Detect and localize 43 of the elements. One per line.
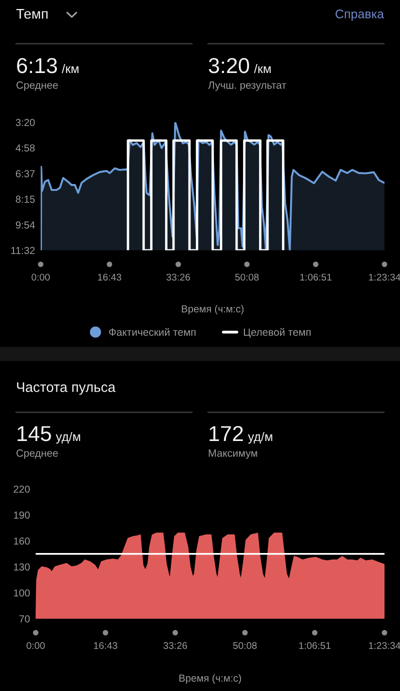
- text: Максимум: [208, 450, 258, 459]
- legend-label: Целевой темп: [244, 328, 311, 338]
- text: Среднее: [16, 81, 58, 91]
- text: 172: [210, 426, 243, 441]
- y-tick-label: 190: [14, 512, 30, 519]
- text: Среднее: [16, 449, 58, 459]
- y-tick-label: 4:58: [16, 144, 35, 152]
- y-tick-label: 160: [14, 537, 30, 545]
- text: 3:20: [208, 58, 250, 74]
- x-tick-label: 33:26: [166, 274, 190, 281]
- x-axis-title: Время (ч:м:с): [179, 674, 241, 684]
- y-tick-label: 9:54: [16, 221, 35, 229]
- y-tick-label: 70: [19, 615, 30, 622]
- y-tick-label: 220: [14, 486, 30, 493]
- text: 6:13: [17, 58, 57, 74]
- text: /км: [254, 64, 271, 74]
- y-tick-label: 6:37: [16, 170, 35, 178]
- text: уд/м: [248, 432, 272, 444]
- text: Справка: [336, 10, 384, 21]
- text: /км: [62, 64, 78, 74]
- x-tick-label: 1:06:51: [299, 642, 330, 650]
- text: уд/м: [56, 432, 80, 444]
- y-tick-label: 130: [14, 563, 30, 571]
- chart-title: Темп: [16, 9, 48, 19]
- chart-title: Частота пульса: [17, 382, 116, 395]
- y-tick-label: 11:32: [11, 246, 35, 254]
- x-tick-label: 16:43: [94, 642, 118, 650]
- x-tick-label: 0:00: [26, 642, 45, 650]
- x-tick-label: 16:43: [98, 274, 122, 281]
- legend-label: Фактический темп: [109, 328, 196, 336]
- text: Лучш. результат: [208, 82, 286, 91]
- x-axis-title: Время (ч:м:с): [182, 304, 244, 314]
- x-tick-label: 1:23:34: [369, 642, 400, 650]
- text: 145: [18, 426, 52, 442]
- x-tick-label: 50:08: [235, 274, 259, 281]
- y-tick-label: 100: [14, 589, 30, 597]
- x-tick-label: 33:26: [163, 642, 187, 650]
- y-tick-label: 3:20: [16, 118, 35, 126]
- x-tick-label: 1:23:34: [369, 274, 400, 281]
- x-tick-label: 0:00: [32, 274, 50, 281]
- x-tick-label: 1:06:51: [300, 274, 332, 281]
- x-tick-label: 50:08: [233, 642, 257, 650]
- y-tick-label: 8:15: [16, 196, 35, 203]
